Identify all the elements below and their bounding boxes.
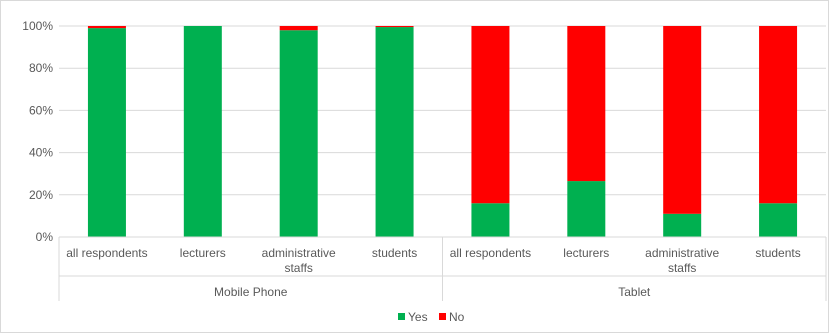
bar-no-5 [471, 26, 510, 204]
legend-label: No [449, 310, 465, 324]
category-label: all respondents [450, 246, 531, 260]
bar-yes-2 [183, 26, 222, 237]
bar-yes-3 [279, 30, 318, 237]
category-label: administrative staffs [645, 246, 719, 275]
category-label: lecturers [563, 246, 609, 260]
legend-swatch-yes [398, 313, 405, 320]
category-label: lecturers [180, 246, 226, 260]
category-label: all respondents [66, 246, 147, 260]
y-tick-label: 40% [29, 146, 53, 160]
group-label: Tablet [618, 285, 651, 299]
group-label: Mobile Phone [214, 285, 288, 299]
y-tick-label: 0% [36, 230, 54, 244]
bar-no-4 [375, 26, 414, 28]
bar-yes-5 [471, 203, 510, 237]
legend-swatch-no [439, 313, 446, 320]
bar-no-8 [759, 26, 798, 204]
bar-yes-8 [759, 203, 798, 237]
bar-no-7 [663, 26, 702, 214]
y-tick-label: 20% [29, 188, 53, 202]
category-label: students [372, 246, 417, 260]
bar-yes-4 [375, 27, 414, 238]
bar-yes-6 [567, 181, 606, 237]
y-tick-label: 60% [29, 103, 53, 117]
bar-no-3 [279, 26, 318, 31]
legend-label: Yes [408, 310, 428, 324]
y-tick-label: 80% [29, 61, 53, 75]
category-label: students [755, 246, 800, 260]
category-label: administrative staffs [262, 246, 336, 275]
bar-no-1 [87, 26, 126, 29]
y-tick-label: 100% [22, 19, 53, 33]
bar-no-6 [567, 26, 606, 182]
bar-yes-7 [663, 213, 702, 237]
bar-yes-1 [87, 28, 126, 237]
